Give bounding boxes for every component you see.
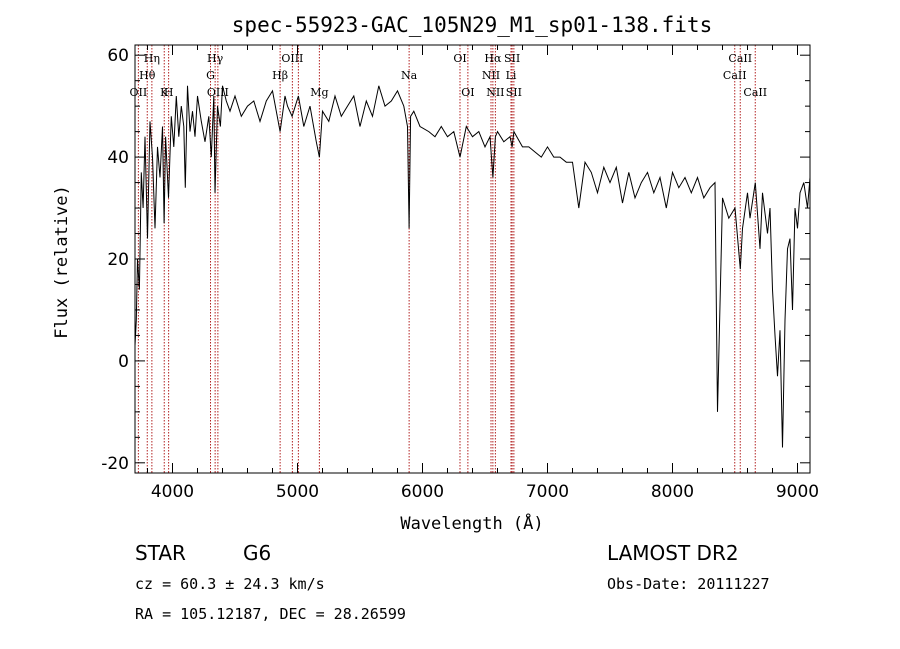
y-tick-label: 20 (107, 250, 129, 270)
spectral-line-label: H (164, 86, 174, 99)
object-subclass: G6 (243, 541, 271, 565)
obs-date: Obs-Date: 20111227 (607, 575, 770, 593)
spectrum-series (134, 85, 811, 448)
y-tick-label: 0 (118, 352, 129, 372)
spectral-line-label: K (160, 86, 169, 99)
spectral-line-label: CaII (723, 69, 747, 82)
x-axis-label: Wavelength (Å) (400, 512, 543, 534)
spectral-line-markers (137, 45, 756, 473)
object-class: STAR (135, 541, 186, 565)
spectral-line-label: CaII (743, 86, 767, 99)
spectral-line-label: NII (482, 69, 500, 82)
y-axis-label: Flux (relative) (52, 185, 72, 339)
y-tick-label: 40 (107, 148, 129, 168)
x-axis: 4000 5000 6000 7000 8000 9000 (147, 45, 819, 502)
spectral-line-label: Hγ (207, 52, 224, 65)
x-tick-label: 7000 (526, 482, 569, 502)
x-tick-label: 5000 (276, 482, 319, 502)
spectral-line-label: CaII (728, 52, 752, 65)
x-tick-label: 8000 (651, 482, 694, 502)
spectral-line-label: Mg (310, 86, 328, 99)
spectral-line-label: Hα (484, 52, 502, 65)
spectral-line-label: Hη (144, 52, 160, 65)
plot-frame (134, 44, 811, 474)
spectral-line-label: Na (401, 69, 418, 82)
spectral-line-label: OI (461, 86, 474, 99)
spectral-line-label: Hθ (139, 69, 156, 82)
spectral-line-label: OI (453, 52, 466, 65)
spectral-line-label: SII (504, 52, 520, 65)
spectral-line-label: SII (506, 86, 522, 99)
chart-title: spec-55923-GAC_105N29_M1_sp01-138.fits (232, 13, 712, 37)
spectral-line-label: OIII (281, 52, 303, 65)
spectral-line-label: Hβ (272, 69, 288, 82)
spectral-line-label: NII (486, 86, 504, 99)
coordinates-text: RA = 105.12187, DEC = 28.26599 (135, 605, 406, 623)
x-tick-label: 6000 (401, 482, 444, 502)
spectral-line-labels: OIIHθHηKHGHγOIIIHβOIIIMgNaOIOINIIHαNIILi… (130, 52, 768, 99)
spectral-line-label: OII (130, 86, 148, 99)
redshift-text: cz = 60.3 ± 24.3 km/s (135, 575, 325, 593)
survey-name: LAMOST DR2 (607, 541, 739, 565)
y-axis: -20 0 20 40 60 (101, 46, 810, 474)
y-tick-label: 60 (107, 46, 129, 66)
x-tick-label: 9000 (776, 482, 819, 502)
spectral-line-label: G (206, 69, 215, 82)
x-tick-label: 4000 (151, 482, 194, 502)
spectral-line-label: Li (506, 69, 517, 82)
y-tick-label: -20 (101, 454, 129, 474)
